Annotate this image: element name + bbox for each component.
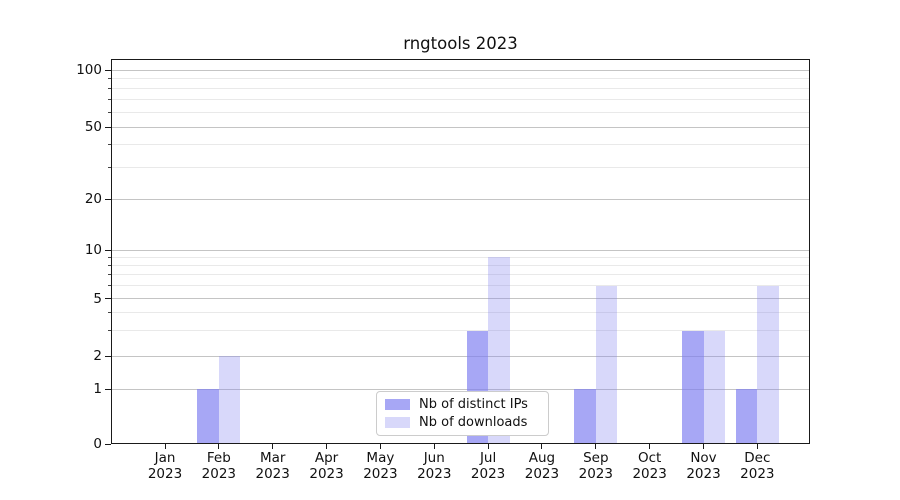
x-tick-jul <box>487 444 489 449</box>
bar-downloads-dec <box>757 285 779 444</box>
gridline-minor-3 <box>112 330 809 332</box>
x-tick-sep <box>595 444 597 449</box>
legend-swatch-distinct-ips <box>385 399 410 410</box>
y-tick-label-10: 10 <box>84 242 102 258</box>
x-tick-may <box>379 444 381 449</box>
y-minor-tick-9 <box>108 256 111 258</box>
y-minor-tick-8 <box>108 265 111 267</box>
x-tick-aug <box>541 444 543 449</box>
legend-row-distinct-ips: Nb of distinct IPs <box>385 397 548 412</box>
x-tick-label-jul: Jul 2023 <box>470 450 506 482</box>
y-tick-50 <box>105 126 111 128</box>
bar-distinct-ips-nov <box>682 330 704 444</box>
x-tick-label-jan: Jan 2023 <box>147 450 183 482</box>
x-tick-nov <box>703 444 704 449</box>
gridline-minor-7 <box>112 274 809 276</box>
gridline-major-1 <box>112 388 809 390</box>
gridline-major-100 <box>112 69 809 71</box>
chart-title: rngtools 2023 <box>403 34 518 53</box>
bar-distinct-ips-feb <box>197 389 219 444</box>
bar-downloads-sep <box>595 285 618 444</box>
gridline-minor-60 <box>112 111 809 113</box>
y-minor-tick-40 <box>108 144 111 146</box>
y-tick-20 <box>105 198 111 200</box>
gridline-major-20 <box>112 198 809 200</box>
y-tick-label-50: 50 <box>84 119 102 135</box>
y-tick-2 <box>105 355 111 357</box>
y-minor-tick-30 <box>108 166 111 168</box>
x-tick-jun <box>433 444 435 449</box>
gridline-minor-9 <box>112 256 809 258</box>
x-tick-dec <box>756 444 758 449</box>
gridline-minor-8 <box>112 265 809 267</box>
gridline-minor-70 <box>112 98 809 100</box>
y-minor-tick-90 <box>108 78 111 80</box>
bar-downloads-nov <box>703 330 725 444</box>
y-minor-tick-80 <box>108 87 111 89</box>
x-tick-label-mar: Mar 2023 <box>255 450 290 482</box>
gridline-major-50 <box>112 126 809 128</box>
y-tick-label-5: 5 <box>93 290 102 307</box>
x-tick-label-may: May 2023 <box>363 450 398 482</box>
y-minor-tick-60 <box>108 111 111 113</box>
legend: Nb of distinct IPs Nb of downloads <box>376 391 549 436</box>
legend-swatch-downloads <box>385 417 410 428</box>
x-tick-label-nov: Nov 2023 <box>686 450 721 482</box>
x-tick-label-oct: Oct 2023 <box>632 450 667 482</box>
y-tick-0 <box>105 443 111 445</box>
x-tick-label-sep: Sep 2023 <box>578 450 613 482</box>
gridline-major-5 <box>112 298 809 299</box>
x-tick-jan <box>164 444 166 449</box>
y-minor-tick-6 <box>108 285 111 287</box>
bar-distinct-ips-sep <box>574 389 596 444</box>
x-tick-apr <box>326 444 328 449</box>
gridline-major-10 <box>112 249 809 251</box>
x-tick-label-feb: Feb 2023 <box>201 450 237 482</box>
y-tick-10 <box>105 249 111 251</box>
gridline-minor-4 <box>112 312 809 313</box>
y-tick-label-20: 20 <box>84 191 102 207</box>
gridline-minor-30 <box>112 166 809 168</box>
y-minor-tick-4 <box>108 312 111 313</box>
y-minor-tick-7 <box>108 274 111 276</box>
y-tick-label-100: 100 <box>76 62 102 78</box>
y-tick-100 <box>105 69 111 71</box>
legend-label-downloads: Nb of downloads <box>419 415 528 430</box>
x-tick-label-jun: Jun 2023 <box>417 450 452 482</box>
y-tick-label-1: 1 <box>93 381 102 397</box>
x-tick-mar <box>272 444 274 449</box>
gridline-major-2 <box>112 355 809 357</box>
y-tick-label-0: 0 <box>93 436 102 452</box>
bar-distinct-ips-dec <box>735 389 758 444</box>
y-tick-label-2: 2 <box>93 348 102 364</box>
bar-downloads-feb <box>218 356 241 444</box>
x-tick-oct <box>649 444 651 449</box>
x-tick-feb <box>218 444 220 449</box>
gridline-minor-6 <box>112 285 809 287</box>
legend-row-downloads: Nb of downloads <box>385 415 548 430</box>
x-tick-label-aug: Aug 2023 <box>524 450 560 482</box>
gridline-minor-40 <box>112 144 809 146</box>
y-minor-tick-70 <box>108 98 111 100</box>
gridline-minor-90 <box>112 78 809 80</box>
x-tick-label-dec: Dec 2023 <box>740 450 775 482</box>
y-tick-1 <box>105 388 111 390</box>
y-tick-5 <box>105 298 111 299</box>
legend-label-distinct-ips: Nb of distinct IPs <box>419 397 528 412</box>
gridline-minor-80 <box>112 87 809 89</box>
y-minor-tick-3 <box>108 330 111 332</box>
x-tick-label-apr: Apr 2023 <box>309 450 344 482</box>
